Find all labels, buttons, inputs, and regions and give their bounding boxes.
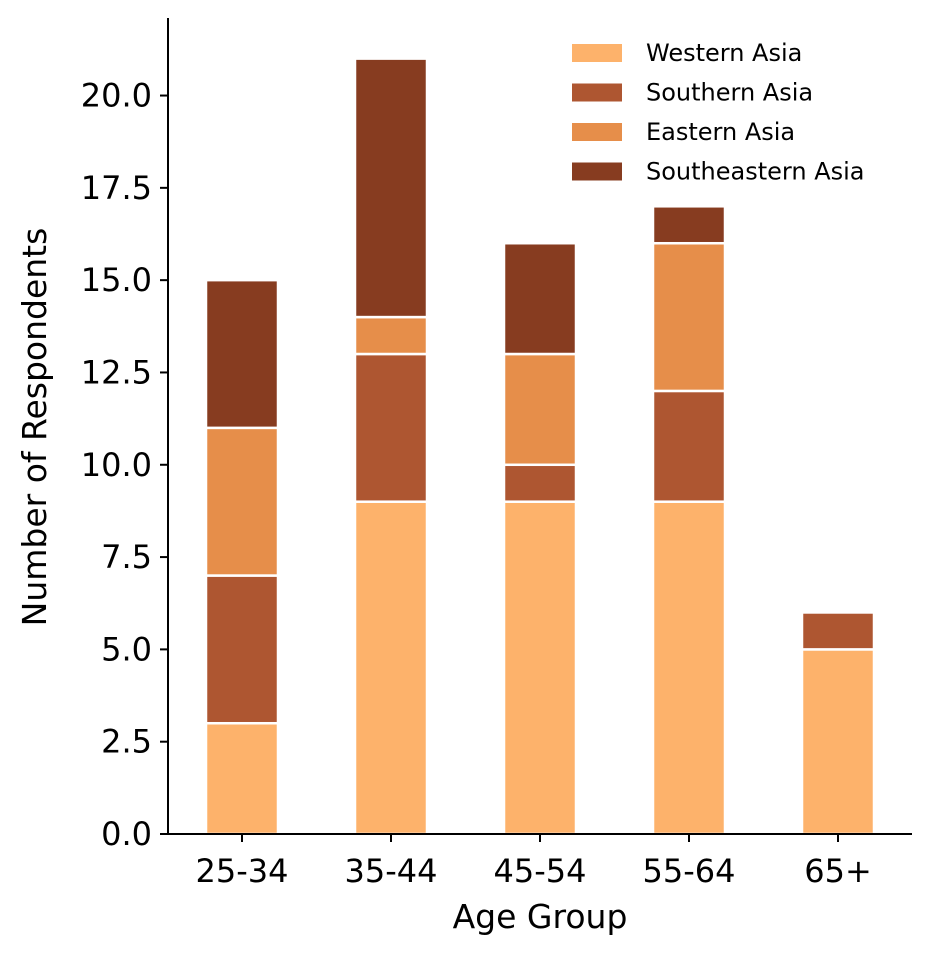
y-axis-title: Number of Respondents xyxy=(15,228,54,627)
legend-swatch xyxy=(572,123,622,141)
bar-55-64-series-3 xyxy=(651,205,727,245)
legend: Western Asia Southern Asia Eastern Asia Sou… xyxy=(572,39,864,186)
y-tick-label: 20.0 xyxy=(81,77,152,115)
y-tick-label: 17.5 xyxy=(81,169,152,207)
y-tick-label: 0.0 xyxy=(101,815,152,853)
bar-35-44-series-2 xyxy=(353,315,429,356)
legend-swatch xyxy=(572,44,622,62)
legend-label: Western Asia xyxy=(646,39,802,67)
bar-25-34-series-2 xyxy=(204,426,280,577)
bar-65+-series-1 xyxy=(800,611,876,651)
x-tick-label: 35-44 xyxy=(345,852,438,890)
bar-45-54-series-3 xyxy=(502,241,578,356)
bar-65+-series-0 xyxy=(800,648,876,836)
bar-25-34-series-0 xyxy=(204,721,280,836)
y-tick-label: 10.0 xyxy=(81,446,152,484)
legend-swatch xyxy=(572,162,622,181)
bar-25-34-series-3 xyxy=(204,278,280,430)
bar-55-64-series-0 xyxy=(651,500,727,836)
bar-35-44-series-3 xyxy=(353,57,429,319)
y-tick-label: 15.0 xyxy=(81,261,152,299)
bar-45-54-series-0 xyxy=(502,500,578,836)
legend-label: Southeastern Asia xyxy=(646,158,864,186)
bar-45-54-series-1 xyxy=(502,463,578,503)
ticks-layer: 0.0 2.5 5.0 7.5 10.0 12.5 15.0 17.5 20.0 25-34 35-… xyxy=(81,77,872,890)
x-tick-label: 45-54 xyxy=(494,852,587,890)
bars-layer xyxy=(204,57,876,836)
legend-label: Eastern Asia xyxy=(646,118,795,146)
x-tick-label: 55-64 xyxy=(643,852,736,890)
y-tick-label: 7.5 xyxy=(101,538,152,576)
x-tick-label: 25-34 xyxy=(196,852,289,890)
legend-label: Southern Asia xyxy=(646,79,813,107)
bar-45-54-series-2 xyxy=(502,352,578,467)
legend-swatch xyxy=(572,83,622,102)
bar-55-64-series-1 xyxy=(651,389,727,503)
y-tick-label: 2.5 xyxy=(101,723,152,761)
bar-35-44-series-0 xyxy=(353,500,429,836)
x-axis-title: Age Group xyxy=(453,897,628,936)
x-tick-label: 65+ xyxy=(804,852,872,890)
bar-35-44-series-1 xyxy=(353,352,429,503)
bar-25-34-series-1 xyxy=(204,574,280,725)
bar-55-64-series-2 xyxy=(651,241,727,393)
y-tick-label: 12.5 xyxy=(81,353,152,391)
y-tick-label: 5.0 xyxy=(101,630,152,668)
